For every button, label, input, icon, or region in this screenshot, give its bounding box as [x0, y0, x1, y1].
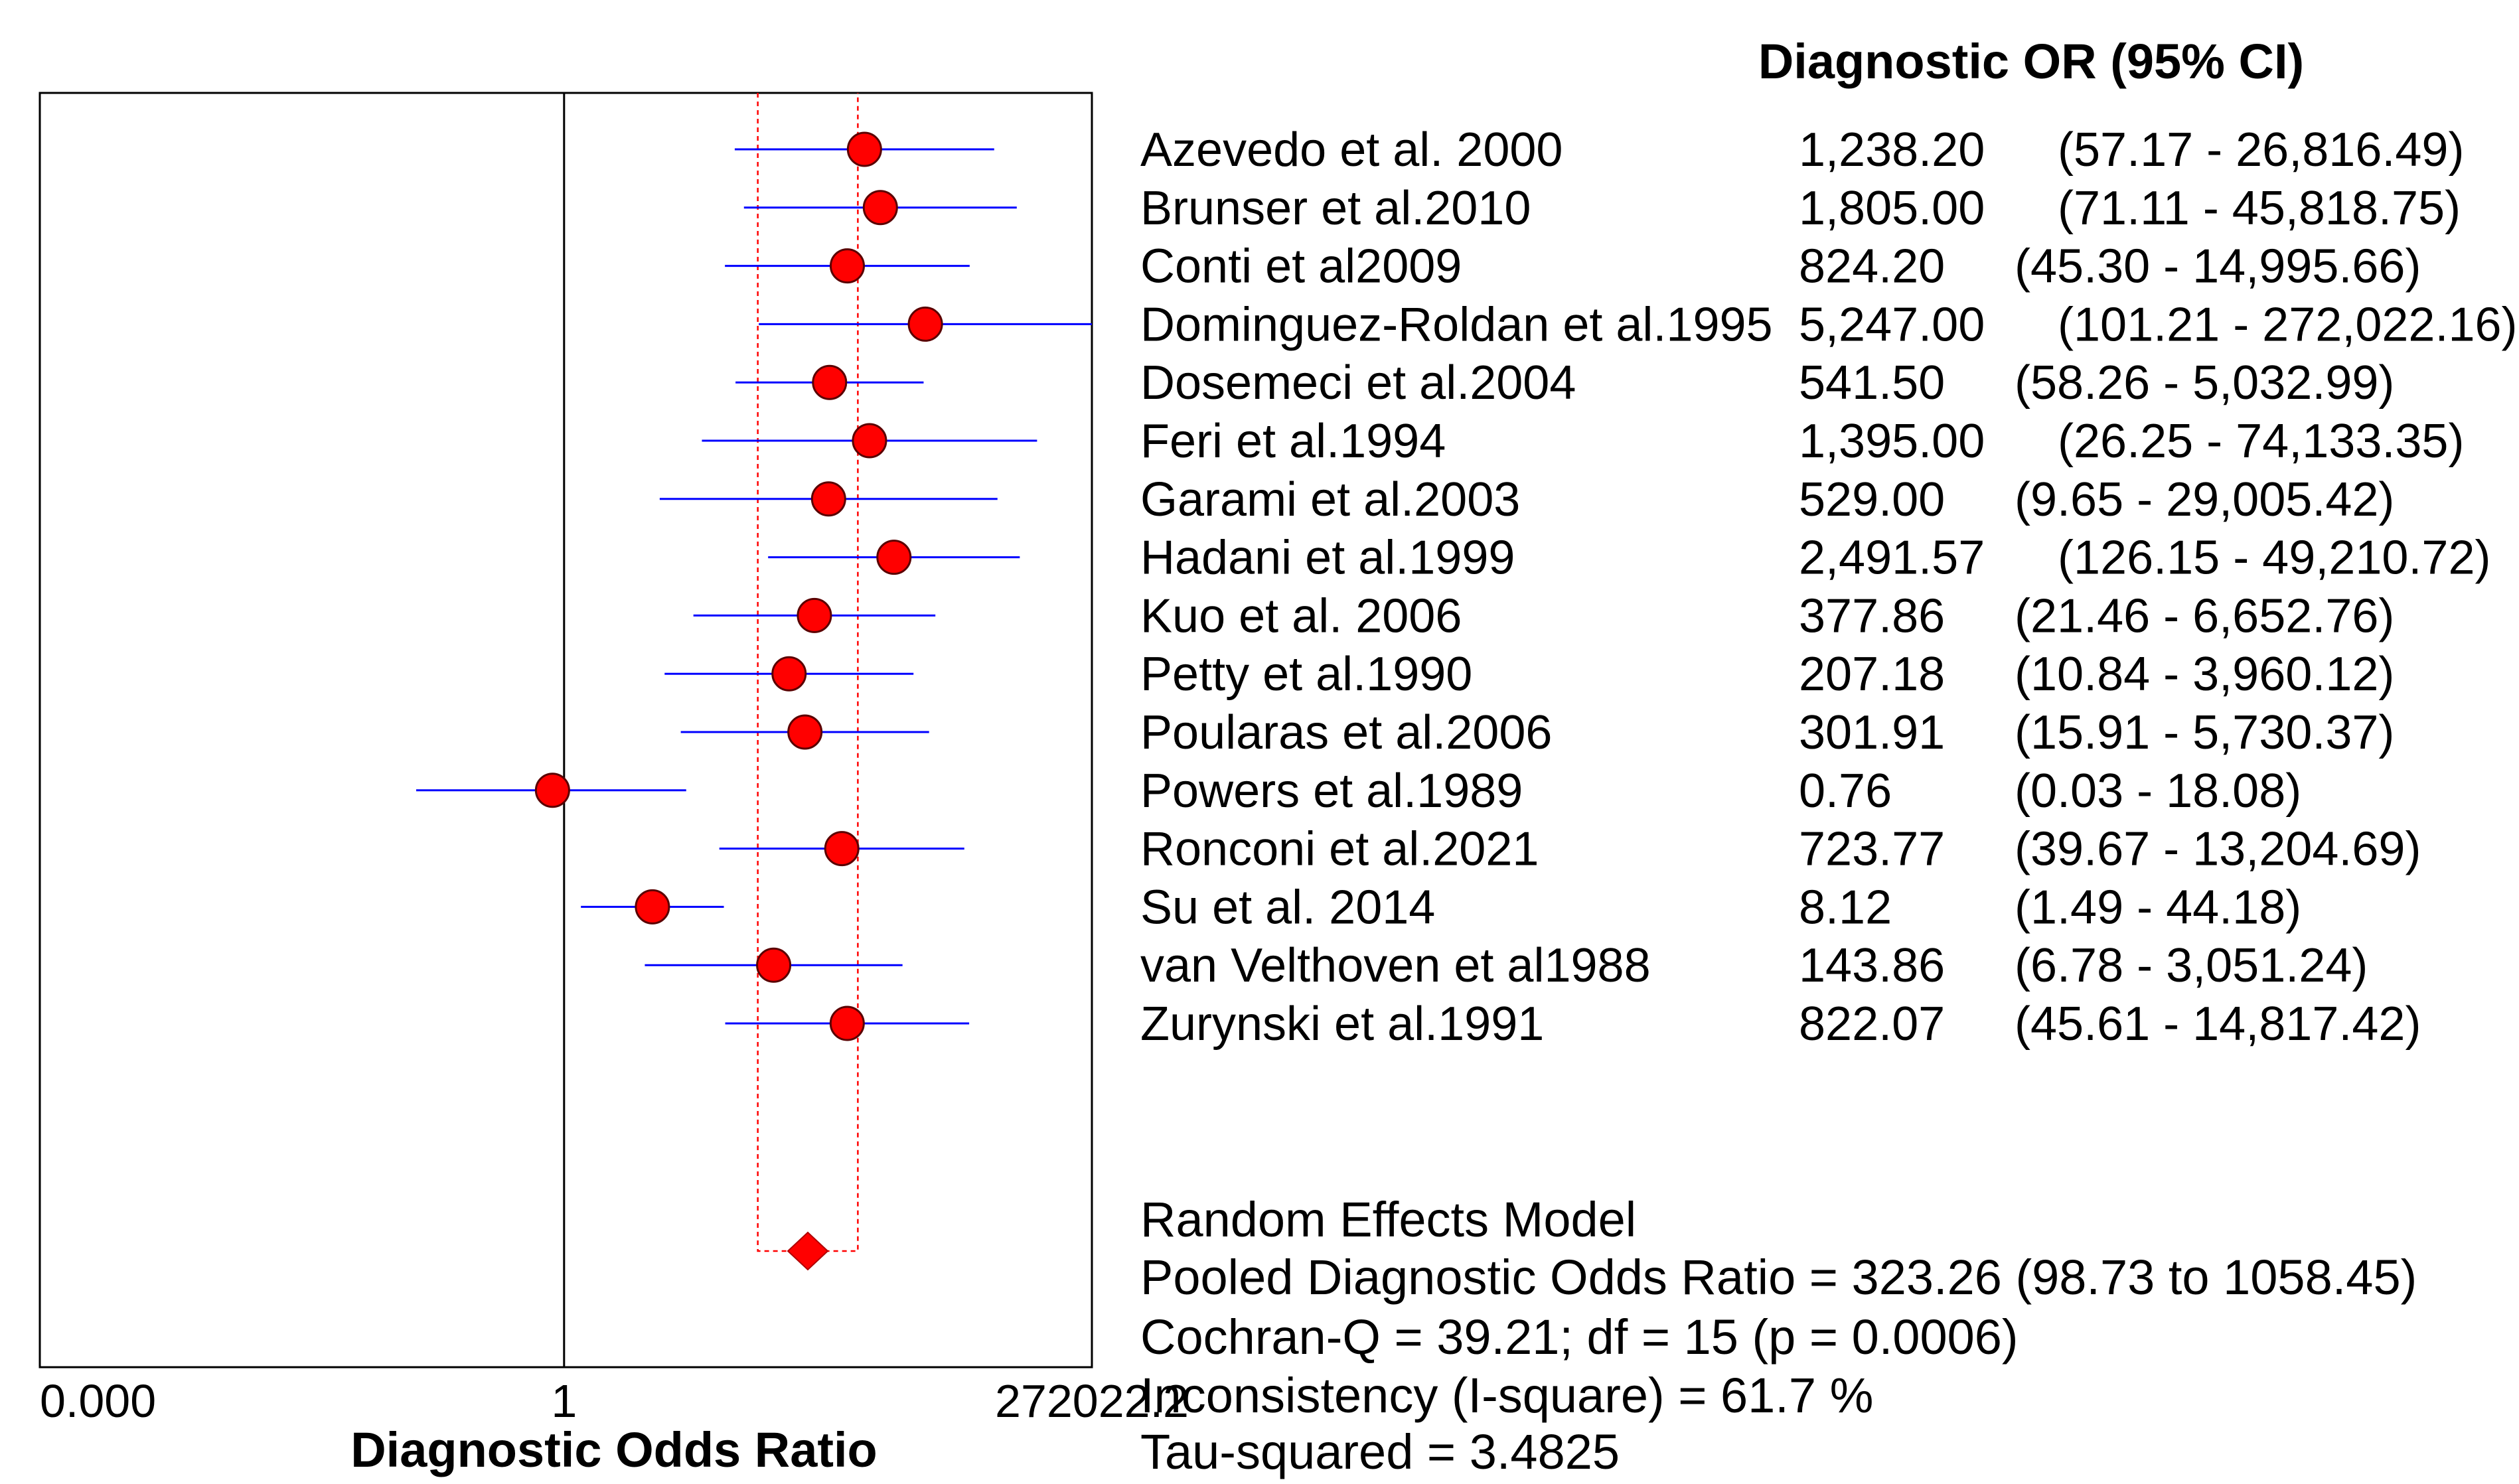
study-point: [797, 597, 832, 633]
study-or: 2,491.57: [1799, 532, 1985, 585]
study-or: 1,238.20: [1799, 123, 1985, 177]
study-name: Feri et al.1994: [1140, 415, 1446, 468]
study-ci: (71.11 - 45,818.75): [2058, 182, 2461, 235]
study-point: [829, 248, 865, 284]
study-name: Brunser et al.2010: [1140, 182, 1531, 235]
study-or: 143.86: [1799, 939, 1945, 992]
study-ci: (15.91 - 5,730.37): [2015, 706, 2394, 759]
study-point: [846, 131, 882, 167]
tick-label-one: 1: [551, 1375, 577, 1427]
study-or: 1,805.00: [1799, 182, 1985, 235]
study-ci: (6.78 - 3,051.24): [2015, 939, 2368, 992]
study-name: Dosemeci et al.2004: [1140, 356, 1576, 409]
study-name: Azevedo et al. 2000: [1140, 123, 1563, 177]
study-or: 5,247.00: [1799, 298, 1985, 351]
summary-cochran: Cochran-Q = 39.21; df = 15 (p = 0.0006): [1140, 1309, 2019, 1365]
study-name: van Velthoven et al1988: [1140, 939, 1651, 992]
study-ci: (126.15 - 49,210.72): [2058, 532, 2490, 585]
study-points: [534, 131, 943, 1041]
x-axis-title: Diagnostic Odds Ratio: [350, 1422, 878, 1477]
study-point: [635, 889, 670, 925]
study-point: [756, 947, 792, 983]
study-name: Conti et al2009: [1140, 240, 1462, 293]
study-or: 8.12: [1799, 881, 1892, 934]
study-ci-lines: [416, 148, 1092, 1025]
study-ci: (101.21 - 272,022.16): [2058, 298, 2518, 351]
study-or: 377.86: [1799, 589, 1945, 642]
study-ci: (45.30 - 14,995.66): [2015, 240, 2421, 293]
study-or: 824.20: [1799, 240, 1945, 293]
study-point: [787, 714, 823, 750]
study-point: [771, 656, 807, 692]
study-or: 301.91: [1799, 706, 1945, 759]
study-name: Powers et al.1989: [1140, 765, 1523, 818]
study-point: [876, 540, 912, 575]
study-ci: (10.84 - 3,960.12): [2015, 648, 2394, 701]
study-name: Hadani et al.1999: [1140, 532, 1515, 585]
study-name: Petty et al.1990: [1140, 648, 1472, 701]
summary-inconsistency: Inconsistency (I-square) = 61.7 %: [1140, 1368, 1873, 1423]
study-point: [907, 306, 943, 342]
study-name: Kuo et al. 2006: [1140, 589, 1462, 642]
tick-label-max: 272022.2: [995, 1375, 1189, 1427]
plot-area: [38, 92, 1093, 1369]
summary-model: Random Effects Model: [1140, 1192, 1636, 1247]
study-labels: Azevedo et al. 2000 1,238.20 (57.17 - 26,8…: [1140, 123, 2518, 1051]
study-point: [862, 190, 898, 226]
study-point: [829, 1005, 865, 1041]
plot-frame: [38, 92, 1093, 1369]
study-name: Ronconi et al.2021: [1140, 823, 1539, 876]
study-ci: (1.49 - 44.18): [2015, 881, 2301, 934]
pooled-estimate-diamond: [787, 1231, 829, 1271]
tick-label-min: 0.000: [40, 1375, 156, 1427]
column-title: Diagnostic OR (95% CI): [1758, 34, 2304, 89]
study-name: Su et al. 2014: [1140, 881, 1435, 934]
study-name: Zurynski et al.1991: [1140, 998, 1544, 1051]
study-or: 822.07: [1799, 998, 1945, 1051]
study-point: [812, 364, 848, 400]
summary-tau: Tau-squared = 3.4825: [1140, 1424, 1620, 1479]
x-axis: 0.000 1 272022.2 Diagnostic Odds Ratio: [40, 1375, 1189, 1477]
study-name: Garami et al.2003: [1140, 473, 1520, 526]
study-ci: (57.17 - 26,816.49): [2058, 123, 2464, 177]
study-ci: (9.65 - 29,005.42): [2015, 473, 2394, 526]
study-or: 529.00: [1799, 473, 1945, 526]
study-name: Poularas et al.2006: [1140, 706, 1552, 759]
summary-pooled: Pooled Diagnostic Odds Ratio = 323.26 (9…: [1140, 1250, 2417, 1305]
study-ci: (58.26 - 5,032.99): [2015, 356, 2394, 409]
study-point: [810, 481, 846, 517]
study-or: 1,395.00: [1799, 415, 1985, 468]
summary-statistics: Random Effects Model Pooled Diagnostic O…: [1140, 1192, 2417, 1479]
study-point: [852, 423, 887, 459]
study-ci: (39.67 - 13,204.69): [2015, 823, 2421, 876]
study-or: 207.18: [1799, 648, 1945, 701]
study-name: Dominguez-Roldan et al.1995: [1140, 298, 1773, 351]
study-ci: (0.03 - 18.08): [2015, 765, 2301, 818]
study-or: 0.76: [1799, 765, 1892, 818]
study-ci: (26.25 - 74,133.35): [2058, 415, 2464, 468]
study-or: 723.77: [1799, 823, 1945, 876]
study-point: [534, 773, 570, 808]
study-ci: (45.61 - 14,817.42): [2015, 998, 2421, 1051]
study-or: 541.50: [1799, 356, 1945, 409]
study-point: [824, 831, 860, 867]
study-ci: (21.46 - 6,652.76): [2015, 589, 2394, 642]
